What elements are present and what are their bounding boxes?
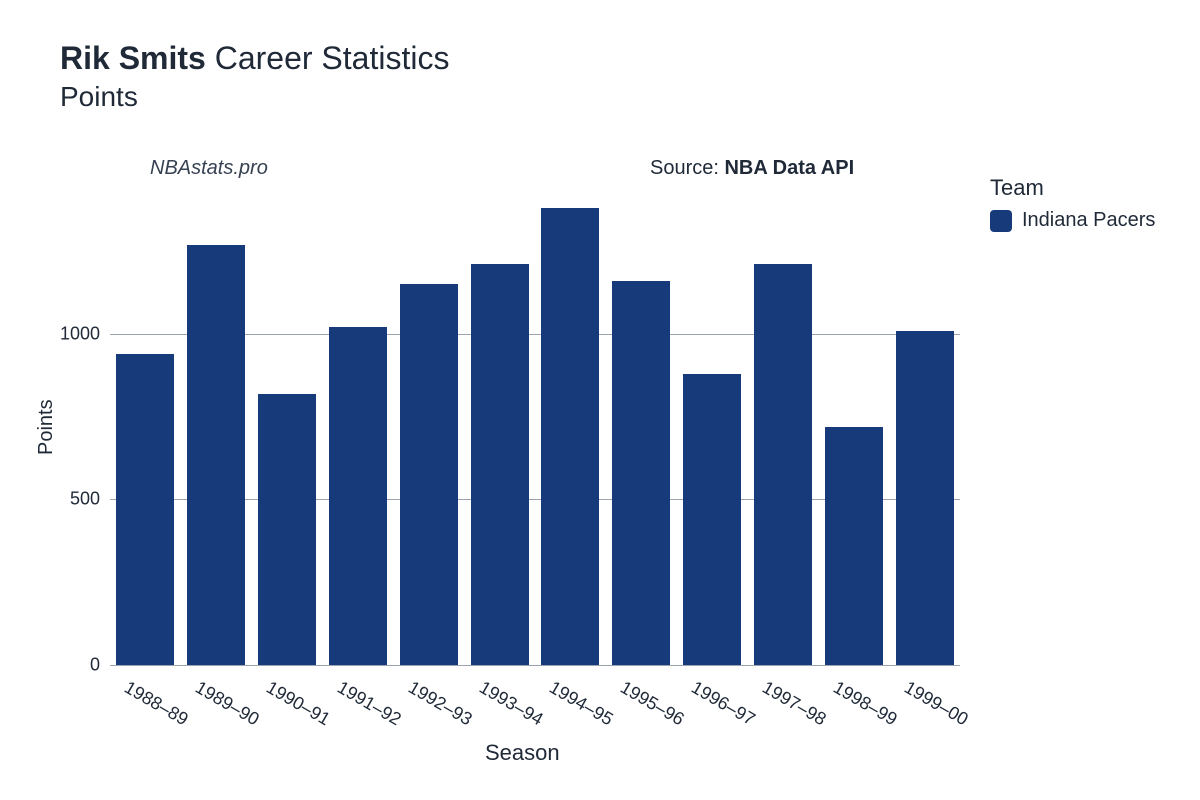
x-tick-label: 1991–92 bbox=[333, 677, 404, 730]
y-tick-label: 500 bbox=[50, 489, 100, 510]
x-tick-label: 1999–00 bbox=[900, 677, 971, 730]
grid-line bbox=[110, 665, 960, 666]
legend: Team Indiana Pacers bbox=[990, 175, 1155, 232]
legend-item-label: Indiana Pacers bbox=[1022, 209, 1155, 232]
x-tick-label: 1993–94 bbox=[475, 677, 546, 730]
bar bbox=[896, 331, 954, 665]
bar bbox=[116, 354, 174, 665]
bar bbox=[683, 374, 741, 665]
bar bbox=[187, 245, 245, 665]
bar bbox=[612, 281, 670, 665]
chart-title-bold: Rik Smits bbox=[60, 40, 206, 76]
x-tick-label: 1994–95 bbox=[546, 677, 617, 730]
legend-item: Indiana Pacers bbox=[990, 209, 1155, 232]
chart-subtitle: Points bbox=[60, 81, 449, 113]
watermark-text: NBAstats.pro bbox=[150, 157, 268, 180]
bar bbox=[754, 264, 812, 665]
chart-title: Rik Smits Career Statistics bbox=[60, 40, 449, 77]
title-block: Rik Smits Career Statistics Points bbox=[60, 40, 449, 113]
y-tick-label: 0 bbox=[50, 655, 100, 676]
bar bbox=[400, 284, 458, 665]
x-tick-label: 1995–96 bbox=[617, 677, 688, 730]
legend-title: Team bbox=[990, 175, 1155, 201]
x-tick-label: 1990–91 bbox=[263, 677, 334, 730]
bar bbox=[258, 394, 316, 665]
x-tick-label: 1997–98 bbox=[758, 677, 829, 730]
bar bbox=[541, 208, 599, 665]
x-tick-label: 1992–93 bbox=[404, 677, 475, 730]
x-tick-label: 1988–89 bbox=[121, 677, 192, 730]
bar bbox=[329, 327, 387, 665]
x-axis-title: Season bbox=[485, 740, 560, 766]
x-tick-label: 1989–90 bbox=[192, 677, 263, 730]
x-tick-label: 1996–97 bbox=[688, 677, 759, 730]
x-tick-label: 1998–99 bbox=[829, 677, 900, 730]
y-axis-title: Points bbox=[35, 399, 58, 455]
plot-area bbox=[110, 185, 960, 665]
legend-swatch bbox=[990, 210, 1012, 232]
source-prefix: Source: bbox=[650, 157, 724, 179]
bar bbox=[825, 427, 883, 665]
source-name: NBA Data API bbox=[724, 157, 854, 179]
chart-container: Rik Smits Career Statistics Points NBAst… bbox=[0, 0, 1200, 800]
bar bbox=[471, 264, 529, 665]
chart-title-rest: Career Statistics bbox=[206, 40, 450, 76]
source-text: Source: NBA Data API bbox=[650, 157, 854, 180]
y-tick-label: 1000 bbox=[50, 323, 100, 344]
